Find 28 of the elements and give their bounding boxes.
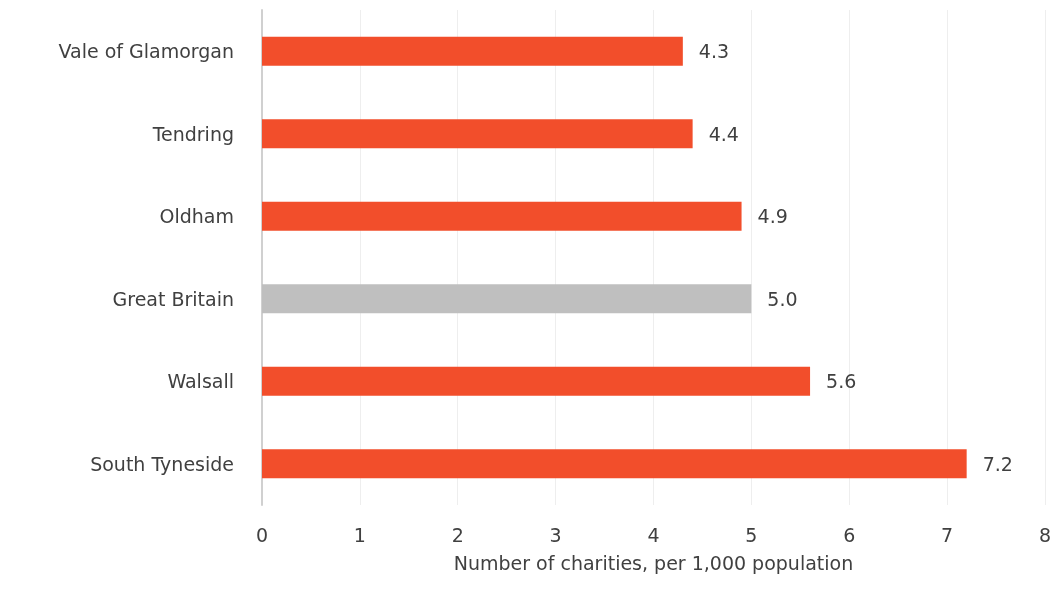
data-label: 4.9 bbox=[757, 205, 788, 228]
x-axis-title: Number of charities, per 1,000 population bbox=[453, 551, 854, 574]
bar bbox=[262, 366, 811, 396]
y-tick-label: Tendring bbox=[151, 122, 234, 145]
y-tick-label: Vale of Glamorgan bbox=[58, 40, 234, 63]
data-label: 5.0 bbox=[767, 287, 798, 310]
x-tick-label: 0 bbox=[255, 523, 269, 546]
x-tick-label: 7 bbox=[941, 523, 954, 546]
x-tick-label: 5 bbox=[745, 523, 758, 546]
bar bbox=[262, 449, 967, 479]
y-tick-label: South Tyneside bbox=[90, 452, 234, 475]
x-tick-label: 1 bbox=[353, 523, 366, 546]
data-label: 5.6 bbox=[826, 370, 857, 393]
data-label: 4.3 bbox=[698, 40, 730, 63]
bar bbox=[262, 36, 683, 66]
x-tick-label: 6 bbox=[843, 523, 856, 546]
x-tick-label: 2 bbox=[451, 523, 464, 546]
bar bbox=[262, 284, 752, 314]
x-tick-label: 3 bbox=[549, 523, 562, 546]
y-tick-label: Great Britain bbox=[112, 287, 234, 310]
bar bbox=[262, 201, 742, 231]
y-tick-label: Walsall bbox=[167, 370, 234, 393]
bar bbox=[262, 119, 693, 149]
data-label: 7.2 bbox=[982, 452, 1013, 475]
x-tick-label: 4 bbox=[647, 523, 660, 546]
y-tick-label: Oldham bbox=[159, 205, 234, 228]
x-tick-label: 8 bbox=[1038, 523, 1051, 546]
data-label: 4.4 bbox=[708, 122, 739, 145]
